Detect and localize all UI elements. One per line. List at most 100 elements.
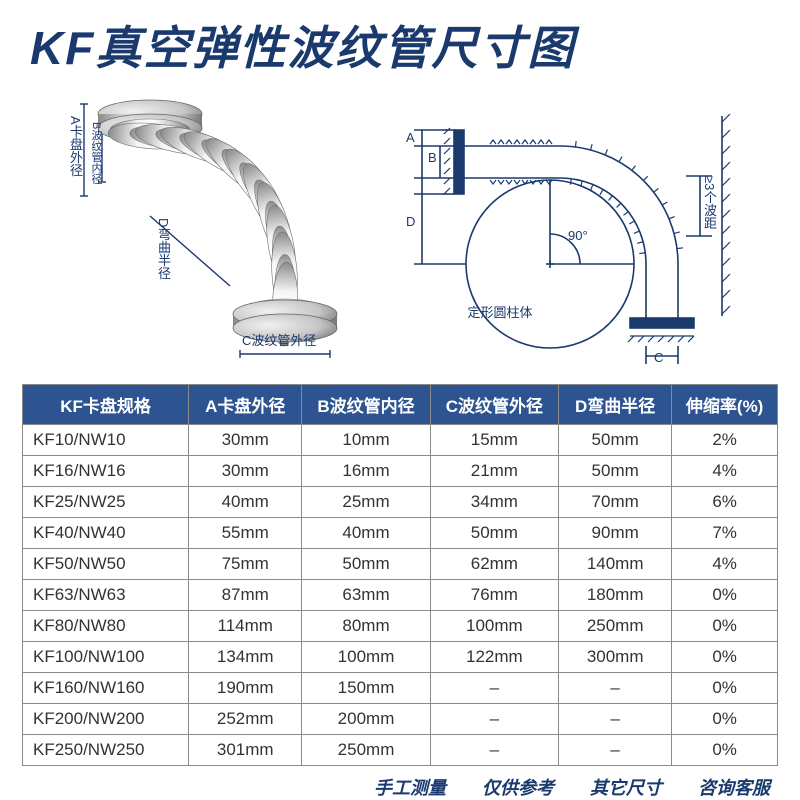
label-d-radius: D弯曲半径	[154, 218, 173, 279]
table-cell: KF10/NW10	[23, 425, 189, 456]
table-cell: 25mm	[302, 487, 430, 518]
table-cell: 4%	[672, 456, 778, 487]
footer-note: 其它尺寸	[590, 774, 662, 800]
table-cell: 30mm	[189, 425, 302, 456]
table-cell: KF200/NW200	[23, 704, 189, 735]
table-cell: 252mm	[189, 704, 302, 735]
table-cell: 100mm	[302, 642, 430, 673]
table-cell: 200mm	[302, 704, 430, 735]
table-cell: 62mm	[430, 549, 558, 580]
footer-note: 咨询客服	[698, 774, 770, 800]
table-cell: 300mm	[559, 642, 672, 673]
table-row: KF100/NW100134mm100mm122mm300mm0%	[23, 642, 778, 673]
spec-table: KF卡盘规格A卡盘外径B波纹管内径C波纹管外径D弯曲半径伸缩率(%) KF10/…	[22, 384, 778, 766]
table-cell: 2%	[672, 425, 778, 456]
table-cell: 50mm	[559, 456, 672, 487]
dim-c: C	[654, 350, 663, 365]
table-cell: 0%	[672, 642, 778, 673]
table-cell: 10mm	[302, 425, 430, 456]
table-header-row: KF卡盘规格A卡盘外径B波纹管内径C波纹管外径D弯曲半径伸缩率(%)	[23, 385, 778, 425]
table-cell: –	[559, 735, 672, 766]
table-cell: 21mm	[430, 456, 558, 487]
table-cell: 76mm	[430, 580, 558, 611]
table-cell: 0%	[672, 704, 778, 735]
table-cell: KF160/NW160	[23, 673, 189, 704]
dim-pitch: ≥3个波距	[700, 176, 719, 229]
col-header: 伸缩率(%)	[672, 385, 778, 425]
table-row: KF63/NW6387mm63mm76mm180mm0%	[23, 580, 778, 611]
table-cell: 55mm	[189, 518, 302, 549]
table-cell: 4%	[672, 549, 778, 580]
table-cell: 134mm	[189, 642, 302, 673]
table-cell: 50mm	[559, 425, 672, 456]
dim-b: B	[428, 150, 437, 165]
col-header: B波纹管内径	[302, 385, 430, 425]
table-cell: KF80/NW80	[23, 611, 189, 642]
dim-cylinder: 定形圆柱体	[450, 302, 550, 321]
table-cell: –	[559, 704, 672, 735]
dim-d: D	[406, 214, 415, 229]
table-cell: KF50/NW50	[23, 549, 189, 580]
col-header: KF卡盘规格	[23, 385, 189, 425]
footer-note: 手工测量	[374, 774, 446, 800]
table-cell: 15mm	[430, 425, 558, 456]
table-row: KF40/NW4055mm40mm50mm90mm7%	[23, 518, 778, 549]
table-cell: 0%	[672, 735, 778, 766]
table-cell: 87mm	[189, 580, 302, 611]
table-cell: 100mm	[430, 611, 558, 642]
table-cell: –	[430, 735, 558, 766]
table-row: KF10/NW1030mm10mm15mm50mm2%	[23, 425, 778, 456]
col-header: D弯曲半径	[559, 385, 672, 425]
dim-a: A	[406, 130, 415, 145]
table-cell: –	[559, 673, 672, 704]
table-cell: 16mm	[302, 456, 430, 487]
table-cell: 190mm	[189, 673, 302, 704]
table-cell: 0%	[672, 611, 778, 642]
table-cell: KF63/NW63	[23, 580, 189, 611]
table-cell: 301mm	[189, 735, 302, 766]
table-cell: KF25/NW25	[23, 487, 189, 518]
footer-note: 仅供参考	[482, 774, 554, 800]
table-cell: –	[430, 704, 558, 735]
right-diagram: A B D 90° 定形圆柱体 C ≥3个波距	[400, 86, 770, 376]
table-cell: 70mm	[559, 487, 672, 518]
diagram-row: A卡盘外径 B波纹管内径 D弯曲半径 C波纹管外径	[0, 86, 800, 376]
left-diagram: A卡盘外径 B波纹管内径 D弯曲半径 C波纹管外径	[30, 86, 380, 376]
table-cell: 250mm	[559, 611, 672, 642]
label-a-outer: A卡盘外径	[66, 116, 85, 177]
table-cell: 150mm	[302, 673, 430, 704]
dim-angle: 90°	[568, 228, 588, 243]
table-row: KF25/NW2540mm25mm34mm70mm6%	[23, 487, 778, 518]
table-cell: 50mm	[302, 549, 430, 580]
col-header: A卡盘外径	[189, 385, 302, 425]
page-title: KF真空弹性波纹管尺寸图	[0, 0, 800, 86]
table-cell: 0%	[672, 580, 778, 611]
table-cell: 30mm	[189, 456, 302, 487]
table-row: KF16/NW1630mm16mm21mm50mm4%	[23, 456, 778, 487]
label-c-outer: C波纹管外径	[242, 330, 316, 349]
table-row: KF50/NW5075mm50mm62mm140mm4%	[23, 549, 778, 580]
spec-table-wrap: KF卡盘规格A卡盘外径B波纹管内径C波纹管外径D弯曲半径伸缩率(%) KF10/…	[0, 384, 800, 766]
table-row: KF200/NW200252mm200mm––0%	[23, 704, 778, 735]
table-cell: 40mm	[189, 487, 302, 518]
table-cell: 140mm	[559, 549, 672, 580]
table-cell: 180mm	[559, 580, 672, 611]
footer-notes: 手工测量 仅供参考 其它尺寸 咨询客服	[0, 766, 800, 800]
table-cell: KF16/NW16	[23, 456, 189, 487]
table-cell: 6%	[672, 487, 778, 518]
table-row: KF80/NW80114mm80mm100mm250mm0%	[23, 611, 778, 642]
table-cell: 75mm	[189, 549, 302, 580]
table-cell: 50mm	[430, 518, 558, 549]
col-header: C波纹管外径	[430, 385, 558, 425]
table-cell: 7%	[672, 518, 778, 549]
table-cell: 114mm	[189, 611, 302, 642]
table-cell: 90mm	[559, 518, 672, 549]
table-row: KF160/NW160190mm150mm––0%	[23, 673, 778, 704]
table-cell: 250mm	[302, 735, 430, 766]
label-b-inner: B波纹管内径	[88, 122, 104, 184]
table-cell: KF40/NW40	[23, 518, 189, 549]
table-cell: 63mm	[302, 580, 430, 611]
table-cell: 34mm	[430, 487, 558, 518]
table-cell: KF100/NW100	[23, 642, 189, 673]
table-cell: KF250/NW250	[23, 735, 189, 766]
